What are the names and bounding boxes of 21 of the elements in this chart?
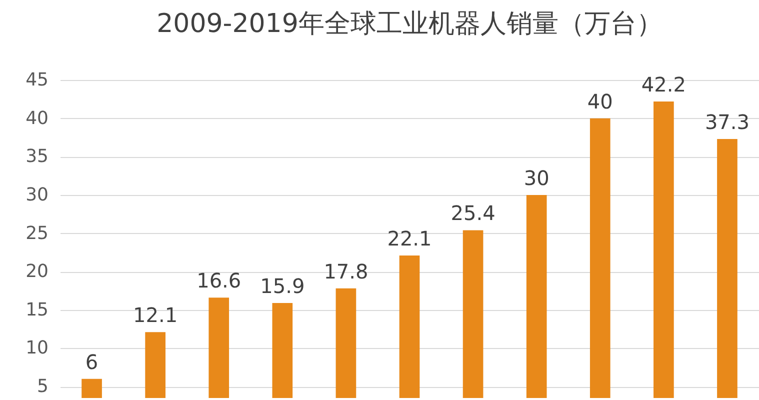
y-tick-label: 30 xyxy=(26,184,48,206)
y-tick-label: 35 xyxy=(26,146,48,168)
y-tick-label: 45 xyxy=(26,70,48,90)
chart-title: 2009-2019年全球工业机器人销量（万台） xyxy=(156,9,662,39)
y-tick-label: 10 xyxy=(26,338,48,359)
data-label: 30 xyxy=(524,166,550,190)
data-label: 12.1 xyxy=(133,303,178,328)
y-tick-label: 40 xyxy=(26,108,48,129)
y-tick-label: 20 xyxy=(26,261,48,282)
data-label: 37.3 xyxy=(704,110,750,134)
data-label: 6 xyxy=(85,350,98,374)
data-label: 17.8 xyxy=(324,259,368,284)
y-tick-label: 5 xyxy=(37,376,48,398)
data-label: 22.1 xyxy=(387,226,432,250)
data-label: 15.9 xyxy=(260,274,305,298)
data-label: 42.2 xyxy=(641,72,686,96)
y-tick-label: 15 xyxy=(26,299,48,320)
y-tick-label: 25 xyxy=(26,222,48,244)
data-label: 40 xyxy=(587,89,613,114)
data-label: 16.6 xyxy=(196,268,242,293)
data-label: 25.4 xyxy=(450,201,496,226)
